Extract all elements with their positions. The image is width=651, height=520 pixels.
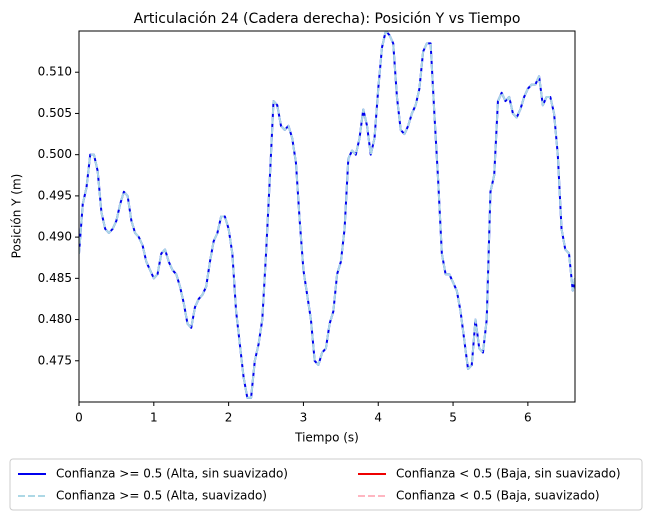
x-tick-label: 0 bbox=[75, 411, 83, 425]
y-tick-label: 0.475 bbox=[38, 353, 72, 367]
y-tick-label: 0.485 bbox=[38, 271, 72, 285]
x-tick-label: 4 bbox=[374, 411, 382, 425]
chart-title: Articulación 24 (Cadera derecha): Posici… bbox=[134, 11, 521, 27]
plot-frame bbox=[78, 30, 576, 403]
y-tick-label: 0.490 bbox=[38, 230, 72, 244]
x-tick-label: 6 bbox=[524, 411, 532, 425]
y-tick-label: 0.495 bbox=[38, 188, 72, 202]
y-tick-label: 0.505 bbox=[38, 106, 72, 120]
y-tick-label: 0.500 bbox=[38, 147, 72, 161]
x-tick-label: 2 bbox=[225, 411, 233, 425]
series-line bbox=[79, 31, 575, 399]
y-axis-label: Posición Y (m) bbox=[10, 174, 24, 259]
legend-label: Confianza >= 0.5 (Alta, sin suavizado) bbox=[56, 467, 288, 481]
x-tick-label: 3 bbox=[300, 411, 308, 425]
legend-box bbox=[9, 458, 643, 511]
x-tick-label: 5 bbox=[449, 411, 457, 425]
y-tick-label: 0.480 bbox=[38, 312, 72, 326]
series-line bbox=[79, 31, 575, 399]
y-tick-label: 0.510 bbox=[38, 65, 72, 79]
legend-label: Confianza < 0.5 (Baja, suavizado) bbox=[396, 489, 600, 503]
legend-label: Confianza < 0.5 (Baja, sin suavizado) bbox=[396, 467, 621, 481]
x-tick-label: 1 bbox=[150, 411, 158, 425]
legend-label: Confianza >= 0.5 (Alta, suavizado) bbox=[56, 489, 267, 503]
x-axis-label: Tiempo (s) bbox=[294, 431, 359, 445]
